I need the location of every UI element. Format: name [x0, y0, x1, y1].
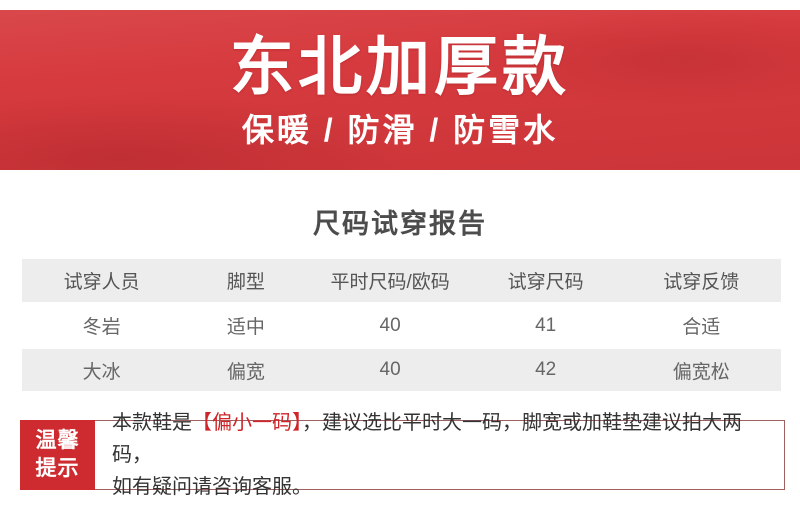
table-row: 冬岩 适中 40 41 合适: [22, 302, 781, 349]
cell-usual-size: 40: [310, 349, 470, 391]
cell-tried-size: 41: [469, 302, 622, 349]
header-fitter: 试穿人员: [22, 259, 182, 302]
warm-tip-label-line2: 提示: [35, 457, 80, 480]
cell-tried-size: 42: [469, 349, 622, 391]
warm-tip-line2: 如有疑问请咨询客服。: [112, 476, 312, 498]
cell-usual-size: 40: [310, 302, 470, 349]
cell-fitter: 冬岩: [22, 302, 182, 349]
size-report-title: 尺码试穿报告: [313, 209, 487, 239]
cell-feedback: 合适: [621, 302, 781, 349]
warm-tip-content: 本款鞋是【偏小一码】，建议选比平时大一码，脚宽或加鞋垫建议拍大两码， 如有疑问请…: [95, 412, 784, 498]
warm-tip-label: 温馨 提示: [20, 420, 95, 490]
tip-text-prefix: 本款鞋是: [112, 412, 192, 434]
cell-feedback: 偏宽松: [621, 349, 781, 391]
size-fitting-table: 试穿人员 脚型 平时尺码/欧码 试穿尺码 试穿反馈 冬岩 适中 40 41 合适…: [22, 259, 781, 391]
warm-tip-line1: 本款鞋是【偏小一码】，建议选比平时大一码，脚宽或加鞋垫建议拍大两码，: [112, 407, 778, 471]
cell-foot-type: 偏宽: [181, 349, 311, 391]
header-foot-type: 脚型: [181, 259, 311, 302]
warm-tip-label-line1: 温馨: [35, 429, 80, 452]
cell-foot-type: 适中: [181, 302, 311, 349]
tip-text-highlight: 【偏小一码】: [192, 412, 302, 434]
header-usual-size: 平时尺码/欧码: [310, 259, 470, 302]
table-header-row: 试穿人员 脚型 平时尺码/欧码 试穿尺码 试穿反馈: [22, 259, 781, 302]
header-feedback: 试穿反馈: [621, 259, 781, 302]
header-tried-size: 试穿尺码: [469, 259, 622, 302]
table-row: 大冰 偏宽 40 42 偏宽松: [22, 349, 781, 391]
banner-title: 东北加厚款: [230, 30, 570, 103]
promo-banner: 东北加厚款 保暖 / 防滑 / 防雪水: [0, 10, 800, 170]
cell-fitter: 大冰: [22, 349, 182, 391]
banner-subtitle: 保暖 / 防滑 / 防雪水: [241, 111, 559, 148]
tip-text-rest: ，建议选比平时大一码，脚宽或加鞋垫建议拍大两码，: [112, 412, 742, 466]
warm-tip-box: 温馨 提示 本款鞋是【偏小一码】，建议选比平时大一码，脚宽或加鞋垫建议拍大两码，…: [20, 412, 785, 498]
